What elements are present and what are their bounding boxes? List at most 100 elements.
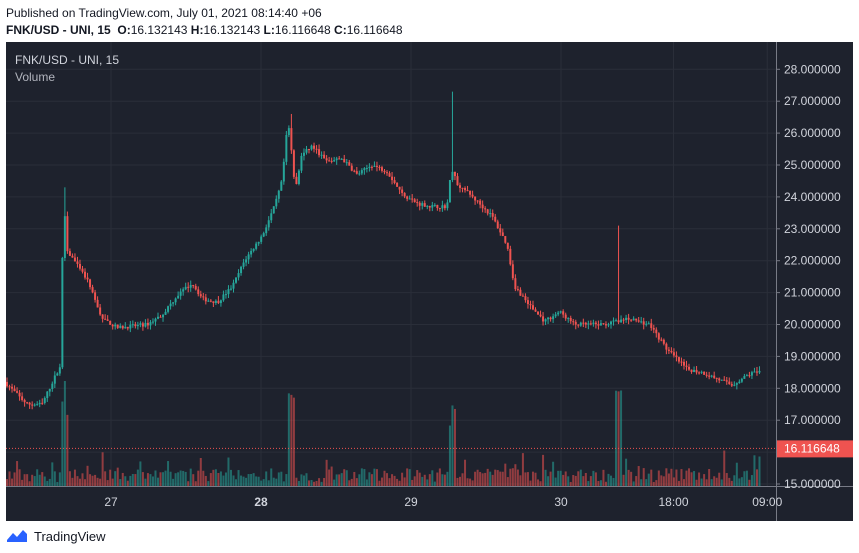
candle-body bbox=[343, 158, 346, 163]
candle-body bbox=[433, 204, 436, 206]
volume-bar bbox=[408, 469, 411, 486]
volume-bar bbox=[204, 475, 207, 486]
candle-body bbox=[365, 167, 368, 169]
candle-body bbox=[287, 128, 290, 135]
volume-bar bbox=[141, 472, 144, 486]
volume-bar bbox=[28, 481, 31, 486]
volume-bar bbox=[209, 473, 212, 486]
candle-body bbox=[116, 324, 119, 328]
low-label: L: bbox=[263, 23, 275, 37]
volume-bar bbox=[257, 476, 260, 486]
candle-body bbox=[715, 377, 718, 379]
candle-body bbox=[28, 402, 31, 405]
candle-body bbox=[524, 296, 527, 301]
volume-bar bbox=[725, 473, 728, 486]
volume-bar bbox=[348, 480, 351, 486]
candle-body bbox=[338, 158, 341, 160]
candle-body bbox=[675, 355, 678, 358]
candle-body bbox=[129, 324, 132, 329]
volume-bar bbox=[91, 475, 94, 486]
candle-body bbox=[318, 149, 321, 156]
volume-bar bbox=[657, 470, 660, 486]
volume-bar bbox=[630, 471, 633, 486]
volume-bar bbox=[287, 393, 290, 486]
candle-body bbox=[328, 160, 331, 162]
volume-bar bbox=[647, 473, 650, 486]
candle-body bbox=[106, 319, 109, 321]
volume-bar bbox=[187, 481, 190, 486]
volume-bar bbox=[569, 481, 572, 486]
volume-bar bbox=[240, 475, 243, 486]
volume-bar bbox=[587, 481, 590, 486]
volume-bar bbox=[438, 468, 441, 486]
legend-symbol: FNK/USD - UNI, 15 bbox=[15, 53, 119, 67]
candle-body bbox=[602, 323, 605, 325]
volume-bar bbox=[703, 474, 706, 486]
candle-body bbox=[461, 187, 464, 189]
volume-bar bbox=[219, 471, 222, 486]
candle-body bbox=[504, 236, 507, 243]
candle-body bbox=[358, 173, 361, 175]
candle-body bbox=[386, 172, 389, 174]
candle-body bbox=[743, 376, 746, 379]
candle-body bbox=[660, 339, 663, 341]
candle-body bbox=[635, 318, 638, 321]
candle-body bbox=[481, 204, 484, 209]
candle-body bbox=[738, 381, 741, 384]
volume-bar bbox=[474, 471, 477, 486]
price-chart[interactable]: 15.00000016.00000017.00000018.00000019.0… bbox=[6, 42, 853, 521]
volume-bar bbox=[625, 458, 628, 486]
volume-bar bbox=[174, 473, 177, 486]
candle-body bbox=[272, 206, 275, 214]
candle-body bbox=[733, 384, 736, 386]
candle-body bbox=[48, 388, 51, 392]
price-tick-label: 17.000000 bbox=[784, 413, 841, 427]
candle-body bbox=[146, 322, 149, 326]
volume-bar bbox=[735, 462, 738, 486]
volume-bar bbox=[680, 469, 683, 486]
candle-body bbox=[305, 149, 308, 153]
candle-body bbox=[604, 324, 607, 326]
candle-body bbox=[680, 361, 683, 363]
candle-body bbox=[537, 311, 540, 315]
candle-body bbox=[43, 398, 46, 403]
candle-body bbox=[252, 248, 255, 251]
volume-bar bbox=[610, 475, 612, 486]
candle-body bbox=[640, 321, 643, 323]
volume-bar bbox=[662, 476, 665, 486]
candle-body bbox=[240, 266, 243, 274]
candle-body bbox=[159, 316, 162, 318]
volume-bar bbox=[56, 481, 59, 486]
volume-bar bbox=[36, 469, 39, 486]
volume-bar bbox=[416, 470, 419, 486]
price-tick-label: 20.000000 bbox=[784, 318, 841, 332]
volume-bar bbox=[255, 476, 258, 486]
volume-bar bbox=[685, 470, 688, 486]
volume-bar bbox=[280, 471, 283, 486]
time-tick-label: 27 bbox=[104, 495, 118, 509]
volume-bar bbox=[413, 476, 416, 486]
candle-body bbox=[670, 350, 673, 353]
volume-bar bbox=[391, 474, 394, 486]
candle-body bbox=[335, 158, 338, 161]
volume-bar bbox=[363, 469, 366, 486]
candle-body bbox=[109, 320, 112, 325]
candle-body bbox=[494, 216, 497, 222]
volume-bar bbox=[375, 469, 378, 486]
candle-body bbox=[6, 381, 8, 387]
volume-bar bbox=[378, 480, 381, 486]
candle-body bbox=[411, 198, 414, 200]
candle-body bbox=[688, 366, 691, 370]
candle-body bbox=[267, 220, 270, 228]
candle-body bbox=[124, 326, 127, 329]
chart-panel[interactable]: 15.00000016.00000017.00000018.00000019.0… bbox=[6, 42, 853, 521]
candle-body bbox=[177, 295, 180, 299]
volume-bar bbox=[380, 477, 383, 486]
volume-bar bbox=[290, 394, 293, 486]
time-tick-label: 28 bbox=[254, 495, 268, 509]
candle-body bbox=[71, 255, 74, 258]
volume-bar bbox=[672, 477, 675, 486]
candle-body bbox=[141, 323, 144, 327]
candle-body bbox=[214, 300, 217, 304]
footer: TradingView bbox=[6, 527, 106, 545]
